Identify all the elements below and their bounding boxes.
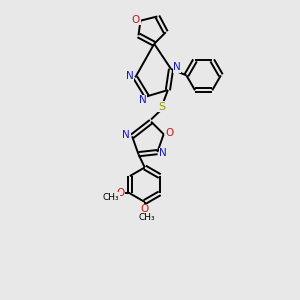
Text: S: S <box>158 102 165 112</box>
Text: O: O <box>141 204 149 214</box>
Text: N: N <box>139 95 146 105</box>
Text: N: N <box>173 62 181 72</box>
Text: O: O <box>132 15 140 25</box>
Text: CH₃: CH₃ <box>139 213 155 222</box>
Text: O: O <box>116 188 124 198</box>
Text: N: N <box>122 130 130 140</box>
Text: CH₃: CH₃ <box>103 193 119 202</box>
Text: O: O <box>165 128 174 137</box>
Text: N: N <box>159 148 167 158</box>
Text: N: N <box>125 71 133 81</box>
